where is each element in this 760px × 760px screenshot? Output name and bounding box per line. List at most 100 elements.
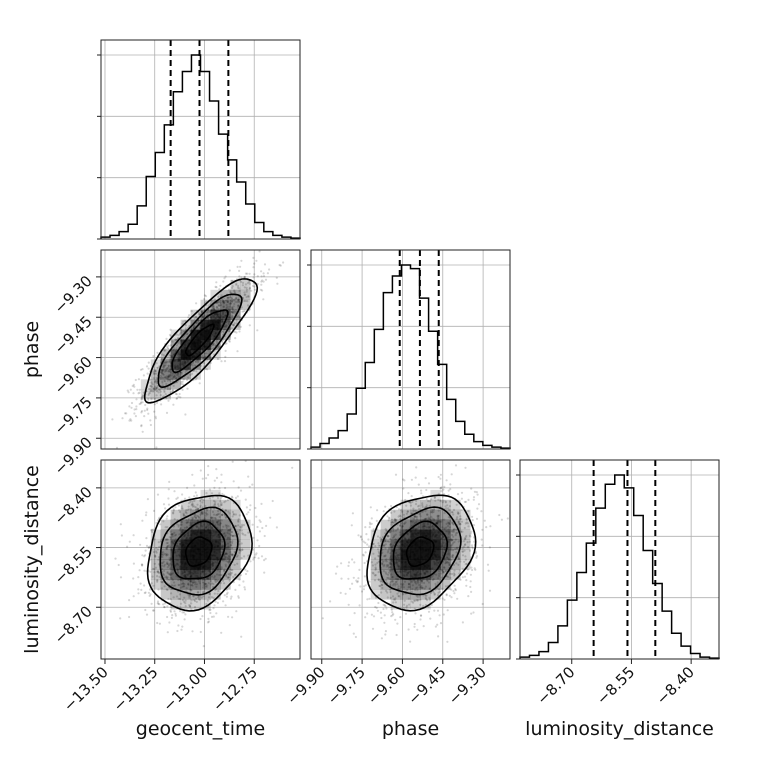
- sample-point: [251, 523, 254, 526]
- sample-point: [248, 280, 251, 284]
- sample-point: [234, 337, 237, 340]
- sample-point: [152, 355, 155, 358]
- sample-point: [243, 275, 246, 278]
- sample-point: [210, 516, 213, 519]
- sample-point: [213, 298, 216, 301]
- sample-point: [238, 549, 241, 552]
- sample-point: [226, 560, 230, 564]
- sample-point: [150, 602, 153, 605]
- sample-point: [208, 609, 211, 612]
- sample-point: [195, 600, 198, 604]
- sample-point: [168, 360, 171, 364]
- sample-point: [150, 397, 153, 400]
- sample-point: [396, 528, 399, 531]
- sample-point: [193, 505, 197, 508]
- sample-point: [425, 504, 428, 507]
- density-cell: [220, 309, 231, 320]
- sample-point: [372, 542, 375, 545]
- sample-point: [399, 524, 402, 527]
- sample-point: [425, 597, 428, 601]
- contour-level: [172, 520, 226, 580]
- sample-point: [186, 508, 189, 511]
- density-cell: [150, 579, 161, 590]
- sample-point: [416, 595, 419, 599]
- sample-point: [394, 582, 397, 586]
- sample-point: [377, 594, 380, 597]
- sample-point: [229, 573, 233, 576]
- sample-point: [245, 241, 247, 243]
- sample-point: [157, 571, 160, 574]
- sample-point: [402, 592, 405, 595]
- sample-point: [166, 588, 169, 592]
- sample-point: [157, 602, 160, 606]
- sample-point: [153, 369, 156, 372]
- sample-point: [198, 313, 201, 316]
- sample-point: [469, 573, 472, 576]
- sample-point: [224, 516, 227, 520]
- sample-point: [372, 528, 375, 531]
- sample-point: [460, 497, 463, 500]
- sample-point: [387, 549, 390, 552]
- sample-point: [392, 601, 395, 604]
- density-cell: [200, 589, 211, 600]
- sample-point: [147, 393, 150, 397]
- sample-point: [265, 524, 268, 528]
- sample-point: [385, 607, 388, 610]
- sample-point: [393, 598, 397, 601]
- sample-point: [170, 616, 173, 620]
- sample-point: [153, 538, 156, 541]
- sample-point: [235, 319, 238, 322]
- sample-point: [445, 479, 448, 482]
- sample-point: [192, 326, 195, 329]
- sample-point: [195, 302, 198, 305]
- sample-point: [181, 383, 184, 386]
- sample-point: [455, 503, 458, 506]
- sample-point: [347, 564, 350, 568]
- sample-point: [432, 591, 435, 594]
- sample-point: [175, 347, 178, 350]
- sample-point: [166, 367, 169, 370]
- sample-point: [372, 572, 375, 575]
- density-cell: [220, 529, 231, 540]
- sample-point: [245, 288, 248, 291]
- sample-point: [167, 375, 170, 378]
- sample-point: [168, 572, 171, 575]
- sample-point: [398, 595, 401, 598]
- sample-point: [166, 576, 169, 579]
- sample-point: [374, 574, 377, 577]
- sample-point: [441, 570, 444, 573]
- sample-point: [255, 552, 258, 555]
- sample-point: [166, 571, 169, 574]
- sample-point: [185, 511, 188, 515]
- sample-point: [191, 516, 194, 519]
- sample-point: [157, 558, 160, 561]
- sample-point: [414, 476, 417, 479]
- sample-point: [181, 322, 184, 325]
- sample-point: [397, 585, 400, 588]
- sample-point: [223, 501, 226, 504]
- sample-point: [161, 376, 165, 380]
- sample-point: [450, 544, 453, 547]
- sample-point: [379, 540, 382, 543]
- sample-point: [465, 534, 468, 538]
- sample-point: [227, 296, 230, 299]
- sample-point: [456, 511, 459, 514]
- sample-point: [364, 551, 367, 554]
- density-cell: [170, 359, 181, 370]
- sample-point: [358, 568, 361, 572]
- sample-point: [390, 518, 394, 521]
- sample-point: [450, 572, 454, 576]
- sample-point: [167, 374, 171, 377]
- sample-point: [453, 574, 456, 577]
- sample-point: [399, 522, 403, 525]
- sample-point: [321, 617, 324, 620]
- sample-point: [458, 569, 461, 572]
- sample-point: [358, 604, 361, 607]
- sample-point: [434, 625, 437, 628]
- sample-point: [175, 344, 179, 347]
- sample-point: [239, 325, 242, 328]
- density-cell: [150, 569, 161, 580]
- sample-point: [168, 360, 171, 363]
- sample-point: [175, 393, 178, 396]
- density-cell: [170, 589, 181, 600]
